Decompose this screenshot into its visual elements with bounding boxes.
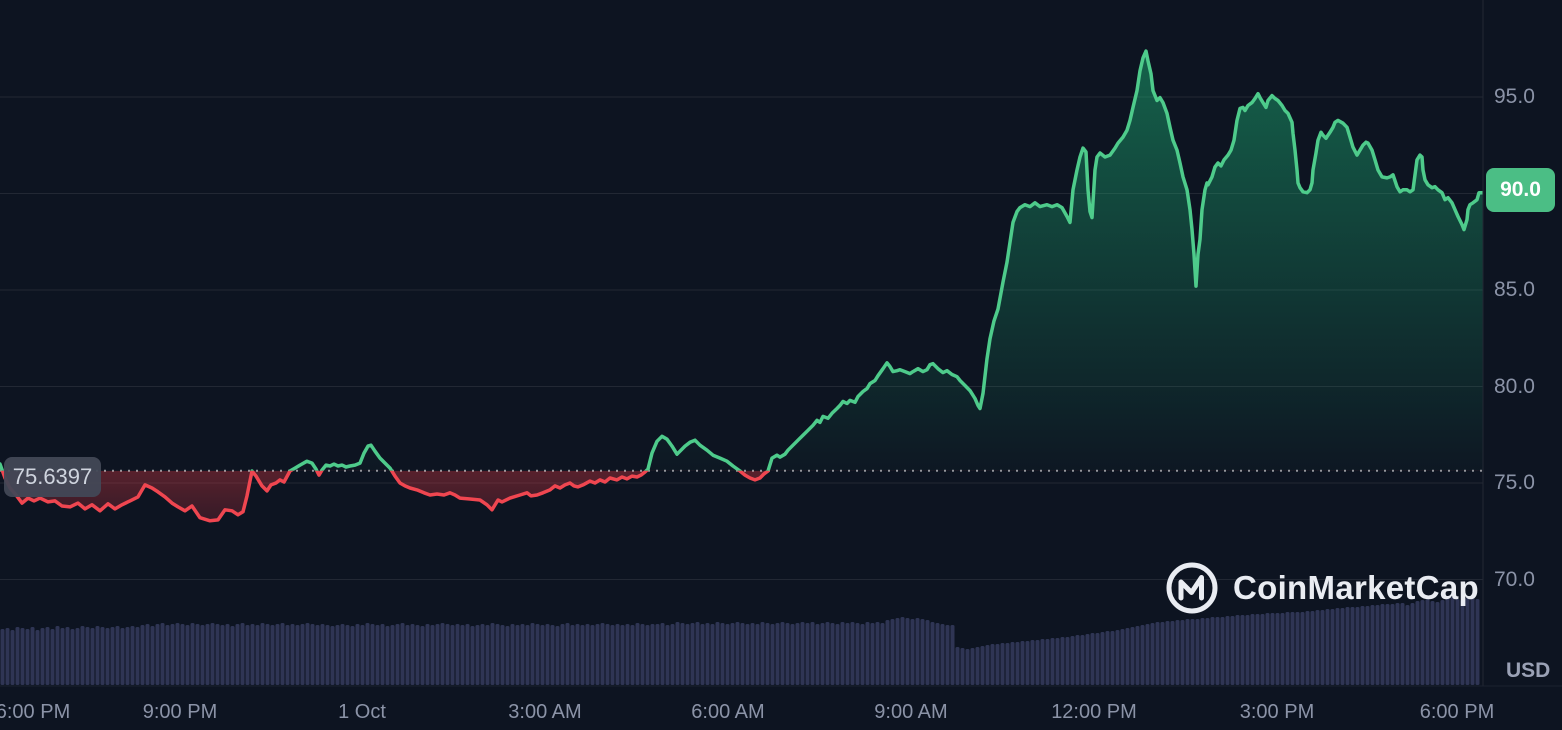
x-axis-tick-label: 3:00 PM [1239,701,1315,723]
y-axis-tick-label: 95.0 [1494,85,1535,108]
x-axis-tick-label: 9:00 PM [142,701,218,723]
x-axis-tick-label: 6:00 AM [691,701,765,723]
currency-unit-label: USD [1506,659,1551,682]
watermark-text: CoinMarketCap [1233,569,1479,606]
x-axis-tick-label: 6:00 PM [1419,701,1495,723]
y-axis-tick-label: 75.0 [1494,471,1535,494]
coinmarketcap-logo-icon [1166,562,1218,614]
baseline-price-label: 75.6397 [4,457,101,497]
x-axis-tick-label: 9:00 AM [874,701,948,723]
x-axis-tick-label: 6:00 PM [0,701,71,723]
x-axis-tick-label: 1 Oct [338,701,386,723]
coinmarketcap-watermark: CoinMarketCap [1164,560,1479,616]
y-axis-tick-label: 85.0 [1494,278,1535,301]
x-axis-tick-label: 3:00 AM [508,701,582,723]
y-axis-tick-label: 80.0 [1494,374,1535,398]
current-price-badge: 90.0 [1486,168,1555,212]
y-axis-tick-label: 70.0 [1494,567,1535,591]
x-axis-tick-label: 12:00 PM [1051,701,1137,723]
